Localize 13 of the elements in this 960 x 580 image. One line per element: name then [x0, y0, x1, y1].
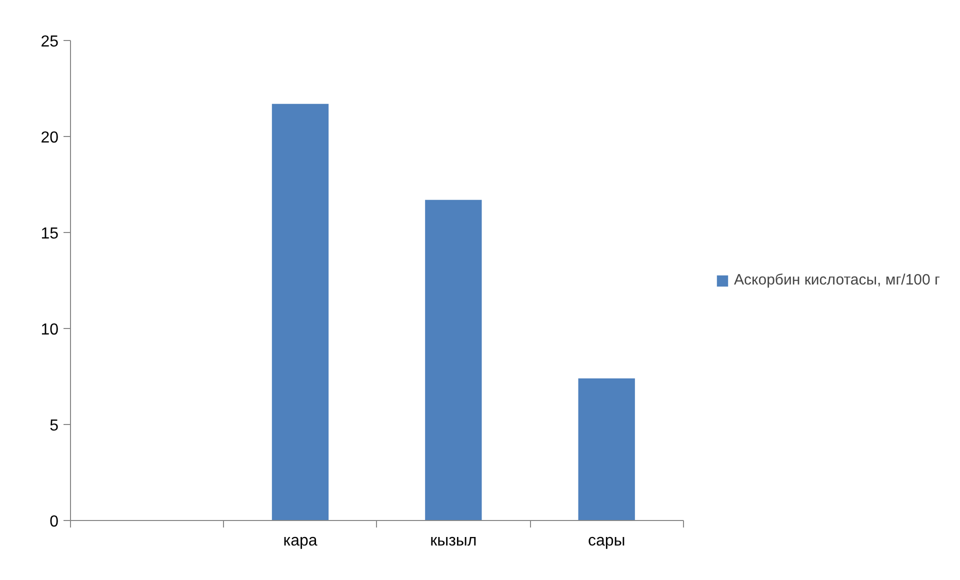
bar — [578, 378, 635, 520]
y-tick-label: 20 — [40, 130, 59, 146]
legend-label: Аскорбин кислотасы, мг/100 г — [734, 272, 940, 288]
y-tick-label: 10 — [40, 322, 59, 338]
y-tick-label: 15 — [40, 226, 59, 242]
x-tick-label: кызыл — [430, 532, 477, 550]
y-tick-label: 25 — [40, 34, 59, 50]
y-tick-label: 0 — [50, 514, 59, 530]
x-tick-label: кара — [283, 532, 318, 550]
bar — [272, 104, 329, 520]
bar — [425, 200, 482, 520]
x-tick-label: сары — [588, 532, 626, 550]
y-tick-label: 5 — [50, 418, 59, 434]
